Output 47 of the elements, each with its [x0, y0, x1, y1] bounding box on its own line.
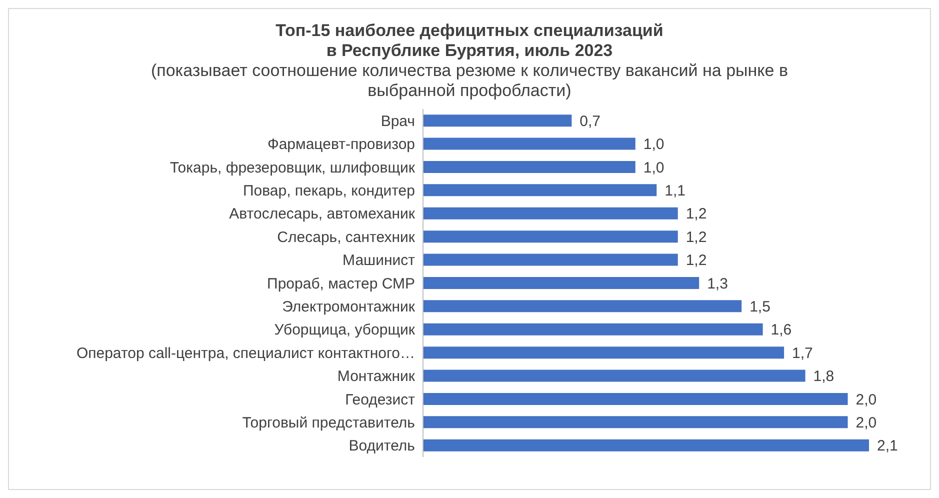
y-tick-label: Геодезист	[345, 391, 416, 408]
bar	[423, 323, 763, 336]
y-tick-label: Монтажник	[337, 368, 416, 386]
y-tick-label: Автослесарь, автомеханик	[229, 206, 416, 223]
bar	[423, 114, 572, 127]
y-tick-label: Повар, пекарь, кондитер	[242, 182, 415, 200]
data-label: 1,3	[707, 275, 728, 292]
chart-subtitle: (показывает соотношение количества резюме к количеству вакансий на рынке в выбранной профобласти)	[150, 61, 789, 101]
y-tick-label: Машинист	[342, 252, 416, 270]
y-tick-label: Водитель	[348, 438, 416, 455]
data-label: 1,1	[664, 182, 686, 200]
y-tick-label: Уборщица, уборщик	[274, 322, 416, 339]
bar	[423, 138, 636, 150]
data-label: 1,0	[643, 136, 664, 154]
data-label: 2,0	[856, 414, 877, 432]
y-tick-label: Фармацевт-провизор	[267, 136, 415, 154]
data-label: 1,7	[792, 344, 813, 362]
bar	[423, 300, 742, 312]
bar	[423, 254, 678, 266]
bar	[423, 416, 848, 428]
y-tick-label: Оператор call-центра, специалист контактного…	[76, 344, 415, 362]
bar	[423, 160, 636, 173]
data-label: 1,2	[686, 228, 707, 246]
data-label: 1,6	[770, 322, 792, 339]
y-tick-label: Врач	[380, 112, 415, 130]
data-label: 1,2	[686, 252, 707, 270]
y-tick-label: Токарь, фрезеровщик, шлифовщик	[170, 159, 416, 176]
y-tick-label: Торговый представитель	[242, 414, 416, 432]
chart-title: Топ-15 наиболее дефицитных специализаций в Республике Бурятия, июль 2023	[274, 21, 664, 61]
data-label: 1,8	[813, 368, 834, 386]
bar	[423, 184, 657, 196]
bar	[423, 370, 806, 382]
y-tick-label: Электромонтажник	[282, 298, 416, 316]
bar	[423, 392, 848, 405]
data-label: 1,0	[643, 159, 664, 176]
bar	[423, 207, 678, 220]
bar	[423, 230, 678, 243]
data-label: 2,0	[856, 391, 877, 408]
data-label: 2,1	[877, 438, 898, 455]
bar	[423, 276, 700, 289]
data-label: 0,7	[580, 112, 601, 130]
bar	[423, 439, 869, 452]
data-label: 1,2	[686, 206, 707, 223]
data-label: 1,5	[750, 298, 770, 316]
y-tick-label: Слесарь, сантехник	[277, 228, 416, 246]
bar	[423, 346, 784, 359]
y-tick-label: Прораб, мастер СМР	[267, 275, 415, 292]
